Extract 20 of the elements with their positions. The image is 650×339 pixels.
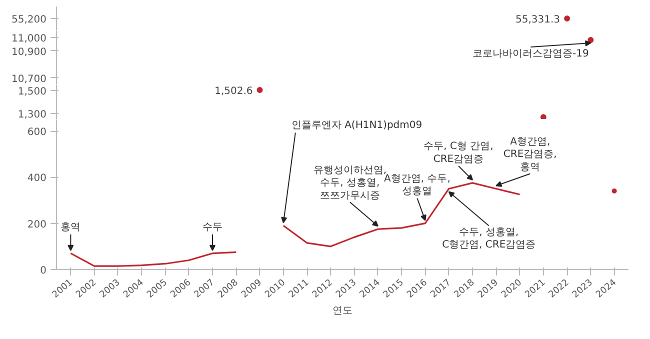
data-label: 55,331.3 <box>516 14 560 26</box>
y-tick-label: 400 <box>27 173 47 184</box>
y-tick-label: 11,000 <box>12 33 47 44</box>
annotation: 코로나바이러스감염증-19 <box>472 48 589 60</box>
y-tick-label: 200 <box>27 219 47 230</box>
y-tick-label: 1,500 <box>18 86 47 98</box>
y-tick-label: 0 <box>40 266 47 276</box>
annotation: 홍역 <box>60 222 81 233</box>
y-tick-label: 10,700 <box>12 74 47 85</box>
annotation: 수두 <box>202 222 222 233</box>
data-label: 1,502.6 <box>214 86 253 98</box>
y-tick-label: 10,900 <box>12 46 47 58</box>
annotation: 인플루엔자 A(H1N1)pdm09 <box>291 120 422 132</box>
annotation: 수두, 성홍열, C형간염, CRE감염증 <box>442 226 536 251</box>
x-axis-title: 연도 <box>332 306 352 317</box>
annotation: A형간염, CRE감염증, 홍역 <box>503 136 557 173</box>
text: 55,200 <box>12 14 47 26</box>
y-tick-label: 600 <box>27 127 47 138</box>
y-tick-label: 1,300 <box>18 110 47 121</box>
annotation: 수두, C형 간염, CRE감염증 <box>424 141 494 165</box>
